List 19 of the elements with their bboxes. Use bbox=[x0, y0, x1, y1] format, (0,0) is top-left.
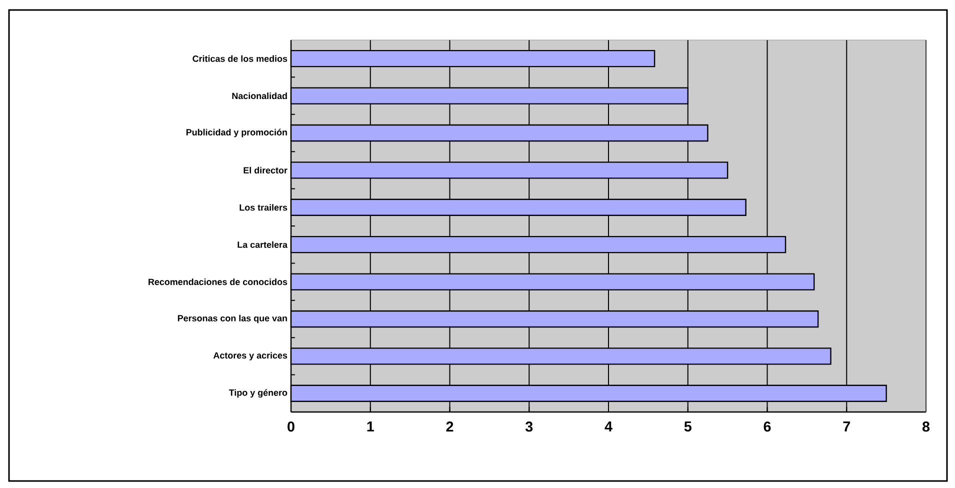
x-tick-label: 2 bbox=[446, 422, 454, 432]
y-tick-label: Publicidad y promoción bbox=[186, 128, 287, 138]
y-tick-label: Tipo y género bbox=[228, 389, 288, 398]
y-tick-label: Recomendaciones de conocidos bbox=[148, 278, 288, 286]
y-tick-label: Criticas de los medios bbox=[192, 55, 288, 62]
x-tick-label: 6 bbox=[764, 422, 771, 432]
x-tick-label: 3 bbox=[525, 422, 533, 432]
y-tick-label: Personas con las que van bbox=[178, 314, 287, 324]
y-tick-label: Nacionalidad bbox=[232, 92, 287, 100]
x-tick-label: 5 bbox=[684, 422, 692, 432]
x-tick-label: 7 bbox=[843, 422, 850, 432]
x-tick-label: 8 bbox=[922, 422, 930, 432]
x-tick-label: 1 bbox=[367, 422, 374, 432]
x-tick-label: 0 bbox=[288, 422, 294, 432]
y-tick-label: Actores y acrices bbox=[213, 352, 288, 360]
y-tick-label: La cartelera bbox=[238, 241, 288, 248]
x-tick-label: 4 bbox=[604, 422, 612, 432]
y-tick-label: El director bbox=[244, 166, 288, 174]
y-tick-label: Los trailers bbox=[240, 204, 288, 211]
